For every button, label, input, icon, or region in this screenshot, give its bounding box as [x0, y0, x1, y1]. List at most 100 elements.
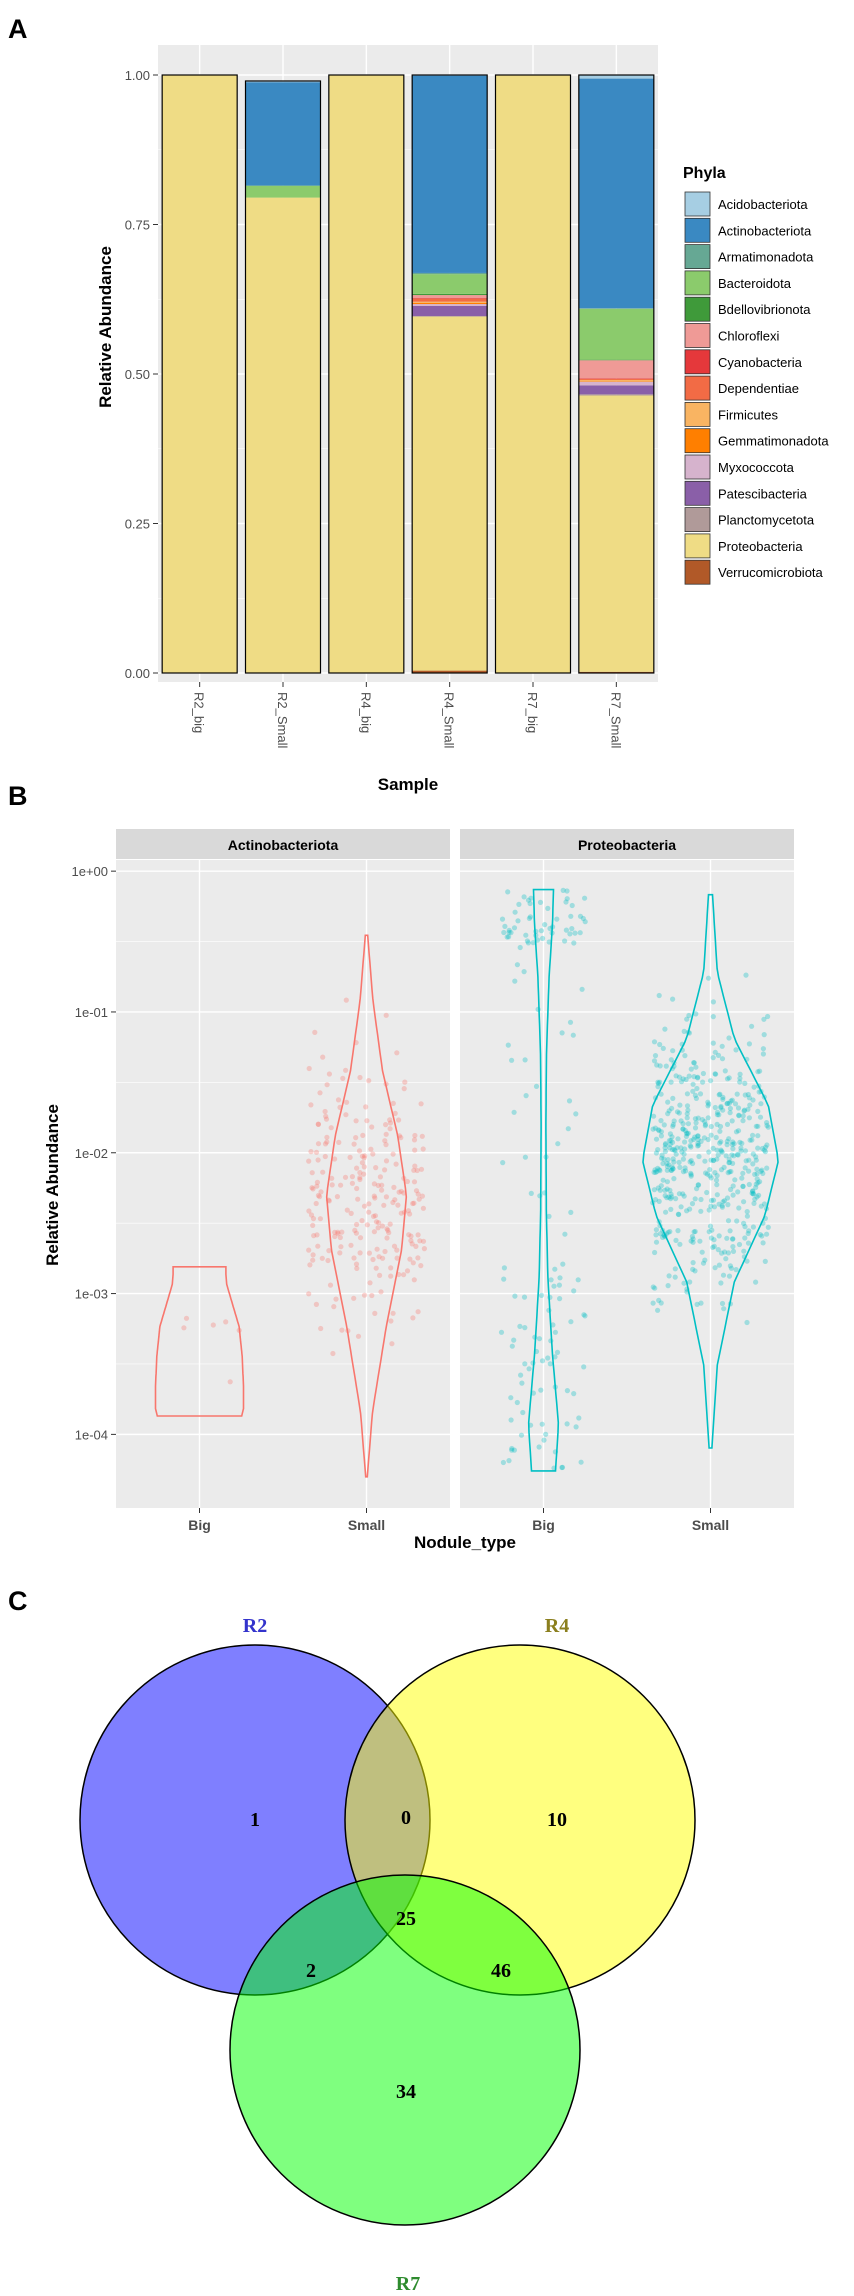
data-point: [335, 1231, 341, 1237]
data-point: [737, 1079, 743, 1085]
data-point: [760, 1046, 767, 1052]
data-point: [692, 1125, 699, 1131]
data-point: [764, 1120, 770, 1126]
data-point: [710, 1145, 716, 1151]
data-point: [420, 1146, 426, 1152]
data-point: [666, 1194, 672, 1200]
data-point: [682, 1127, 688, 1134]
data-point: [651, 1169, 657, 1175]
data-point: [393, 1161, 399, 1167]
data-point: [307, 1262, 313, 1268]
data-point: [501, 1265, 507, 1271]
data-point: [690, 1160, 696, 1167]
legend-swatch: [684, 454, 711, 480]
data-point: [554, 1349, 561, 1355]
data-point: [764, 1231, 770, 1237]
data-point: [326, 1071, 332, 1077]
data-point: [572, 930, 578, 936]
data-point: [680, 1156, 687, 1162]
data-point: [348, 1210, 354, 1216]
data-point: [681, 1151, 687, 1157]
data-point: [566, 1098, 573, 1104]
data-point: [667, 1131, 674, 1137]
data-point: [181, 1325, 187, 1331]
data-point: [721, 1306, 727, 1312]
bar-segment-patescibacteria: [412, 305, 488, 316]
data-point: [656, 1297, 662, 1303]
data-point: [568, 1209, 574, 1215]
data-point: [724, 1142, 730, 1148]
data-point: [668, 1167, 674, 1173]
data-point: [668, 1057, 674, 1063]
data-point: [559, 1030, 565, 1036]
data-point: [668, 1138, 674, 1144]
data-point: [509, 1057, 515, 1063]
bar-segment-firmicutes: [578, 379, 654, 382]
data-point: [675, 1136, 681, 1142]
legend-label: Acidobacteriota: [718, 197, 808, 212]
data-point: [730, 1248, 737, 1254]
legend-swatch: [684, 349, 711, 375]
data-point: [682, 1146, 688, 1152]
bar-segment-bacteroidota: [412, 274, 488, 294]
data-point: [673, 1237, 679, 1243]
data-point: [540, 935, 546, 942]
data-point: [737, 1071, 743, 1077]
data-point: [677, 1164, 683, 1170]
x-tick-label: R7_big: [525, 692, 540, 733]
bar-segment-gemmatimonadota: [578, 381, 654, 382]
data-point: [309, 1185, 315, 1191]
data-point: [533, 1083, 540, 1089]
data-point: [738, 1148, 744, 1154]
data-point: [711, 1237, 717, 1243]
legend-swatch: [684, 428, 711, 454]
bar-segment-proteobacteria: [578, 395, 654, 672]
data-point: [547, 925, 553, 932]
bar-segment-dependentiae: [578, 378, 654, 380]
data-point: [693, 1095, 700, 1101]
data-point: [676, 1191, 683, 1197]
data-point: [727, 1110, 733, 1116]
data-point: [308, 1212, 315, 1218]
data-point: [498, 1329, 505, 1335]
data-point: [416, 1196, 422, 1202]
data-point: [548, 1277, 554, 1283]
bar-segment-cyanobacteria: [578, 378, 654, 379]
data-point: [739, 1140, 745, 1146]
data-point: [383, 1122, 389, 1128]
data-point: [652, 1125, 659, 1131]
data-point: [746, 1041, 753, 1047]
legend-swatch: [684, 401, 711, 427]
data-point: [576, 1415, 582, 1421]
data-point: [421, 1246, 427, 1252]
data-point: [581, 1364, 587, 1370]
data-point: [682, 1165, 688, 1171]
data-point: [656, 1167, 662, 1173]
data-point: [411, 1167, 417, 1173]
data-point: [521, 1294, 528, 1300]
legend-swatch: [684, 507, 711, 533]
data-point: [757, 1232, 763, 1238]
data-point: [720, 1272, 727, 1278]
data-point: [692, 1268, 698, 1274]
data-point: [351, 1255, 357, 1261]
data-point: [537, 1193, 543, 1199]
data-point: [662, 1026, 668, 1032]
data-point: [373, 1165, 379, 1171]
data-point: [539, 1358, 546, 1364]
data-point: [694, 1186, 700, 1192]
data-point: [361, 1171, 367, 1177]
data-point: [758, 1101, 764, 1107]
x-tick-label: R2_big: [192, 692, 207, 733]
data-point: [366, 1201, 372, 1207]
data-point: [726, 1100, 732, 1106]
data-point: [665, 1229, 671, 1235]
data-point: [351, 1295, 357, 1301]
data-point: [398, 1135, 404, 1141]
data-point: [714, 1182, 720, 1188]
data-point: [392, 1197, 398, 1203]
data-point: [700, 1260, 707, 1266]
data-point: [734, 1091, 740, 1097]
data-point: [371, 1213, 377, 1219]
data-point: [420, 1238, 427, 1244]
